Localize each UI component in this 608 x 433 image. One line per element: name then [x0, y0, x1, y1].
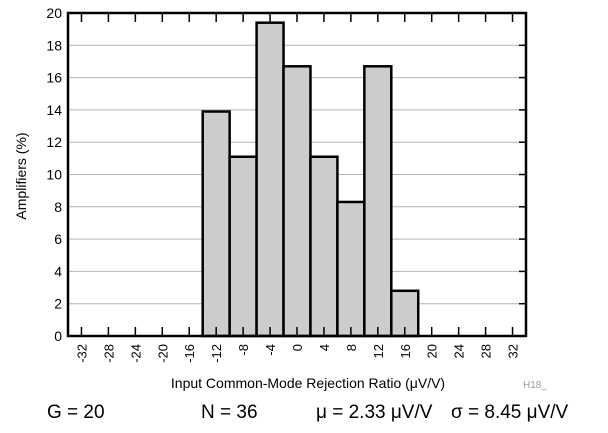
x-tick-label: 12	[371, 344, 386, 358]
x-tick-label: -32	[74, 344, 89, 363]
y-axis-title: Amplifiers (%)	[13, 132, 29, 219]
histogram-bars	[201, 21, 420, 338]
y-tick-label: 20	[46, 5, 62, 21]
x-tick-label: -4	[263, 344, 278, 356]
axis-ticks	[80, 13, 526, 336]
x-tick-label: -8	[236, 344, 251, 356]
x-tick-label: -28	[101, 344, 116, 363]
x-tick-label: 4	[317, 344, 332, 351]
stat-mean: μ = 2.33 μV/V	[316, 402, 433, 423]
x-tick-label: 28	[479, 344, 494, 358]
y-tick-label: 12	[46, 134, 62, 150]
stat-sample-count: N = 36	[201, 402, 258, 423]
y-tick-label: 8	[54, 199, 62, 215]
histogram-bar	[201, 110, 231, 338]
x-tick-label: 16	[398, 344, 413, 358]
histogram-bar	[255, 21, 285, 338]
histogram-bar	[228, 155, 258, 338]
x-tick-label: 20	[425, 344, 440, 358]
x-tick-label: 24	[452, 344, 467, 358]
stat-sigma: σ = 8.45 μV/V	[451, 402, 569, 423]
y-tick-label: 4	[54, 263, 62, 279]
plot-frame	[66, 11, 528, 338]
histogram-bar	[309, 155, 339, 338]
x-axis-title: Input Common-Mode Rejection Ratio (μV/V)	[171, 375, 445, 391]
figure-code: H18_	[523, 380, 547, 391]
histogram-bar	[282, 65, 312, 338]
x-tick-label: -16	[182, 344, 197, 363]
x-tick-label: 0	[290, 344, 305, 351]
x-tick-label: 8	[344, 344, 359, 351]
y-tick-label: 16	[46, 70, 62, 86]
histogram-bar	[336, 200, 366, 338]
y-tick-label: 0	[54, 328, 62, 344]
y-tick-label: 6	[54, 231, 62, 247]
y-tick-label: 18	[46, 37, 62, 53]
x-tick-label: 32	[506, 344, 521, 358]
x-tick-label: -24	[128, 344, 143, 363]
histogram-bar	[363, 65, 393, 338]
x-tick-label: -12	[209, 344, 224, 363]
stat-gain: G = 20	[47, 402, 105, 423]
y-tick-label: 10	[46, 167, 62, 183]
y-tick-label: 2	[54, 296, 62, 312]
y-tick-label: 14	[46, 102, 62, 118]
x-tick-label: -20	[155, 344, 170, 363]
x-tick-labels: -32 -28 -24 -20 -16 -12 -8 -4 0 4 8 12 16 20 24 28 32	[74, 344, 520, 363]
y-tick-labels: 0 2 4 6 8 10 12 14 16 18 20	[46, 5, 62, 344]
